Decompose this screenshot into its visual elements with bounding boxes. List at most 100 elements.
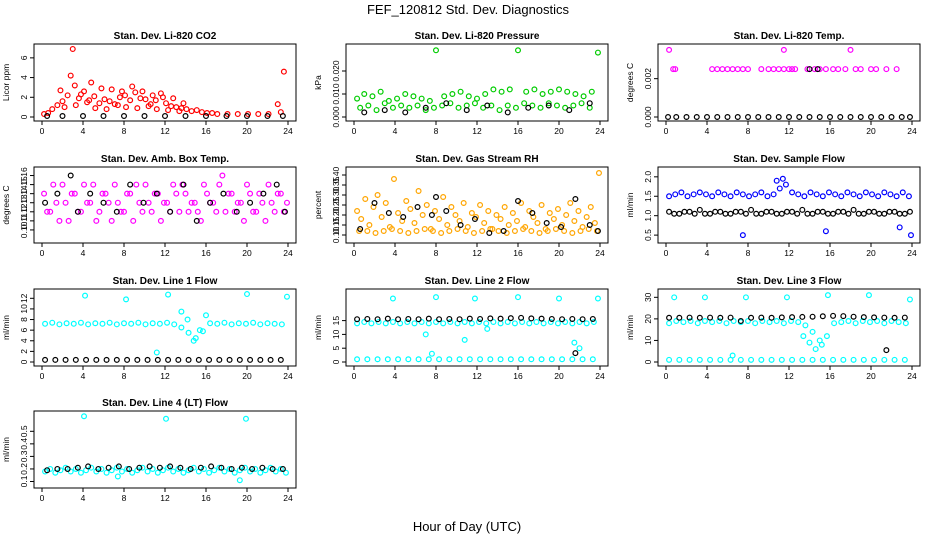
x-tick-label-sflow: 4 (705, 248, 710, 258)
data-point (487, 315, 494, 322)
data-point (446, 228, 453, 235)
data-point (122, 92, 129, 99)
data-point (539, 90, 546, 97)
data-point (552, 226, 559, 233)
x-tick-label-line1: 12 (160, 371, 170, 381)
data-point (164, 319, 171, 326)
data-point (452, 212, 459, 219)
data-point (241, 464, 248, 471)
data-point (891, 208, 898, 215)
data-point (883, 347, 890, 354)
data-point (514, 47, 521, 54)
data-point (881, 320, 888, 327)
data-point (41, 190, 48, 197)
data-point (185, 329, 192, 336)
data-point (57, 87, 64, 94)
data-point (128, 320, 135, 327)
y-tick-label-sflow: 1.0 (643, 210, 653, 222)
panel-title-co2: Stan. Dev. Li-820 CO2 (114, 31, 217, 42)
data-point (428, 350, 435, 357)
data-point (838, 193, 845, 200)
data-point (739, 66, 746, 73)
data-point (177, 464, 184, 471)
data-point (180, 181, 187, 188)
x-tick-label-boxtemp: 16 (201, 248, 211, 258)
data-point (550, 216, 557, 223)
x-tick-label-co2: 12 (160, 126, 170, 136)
data-point (54, 465, 61, 472)
data-point (579, 316, 586, 323)
data-point (135, 319, 142, 326)
data-point (547, 318, 554, 325)
data-point (860, 314, 867, 321)
data-point (495, 228, 502, 235)
data-point (411, 220, 418, 227)
data-point (52, 356, 59, 363)
panel-line2: Stan. Dev. Line 2 Flow ml/min 0 4 8 12 16 20 24 0… (313, 276, 609, 381)
data-point (188, 108, 195, 115)
data-point (809, 313, 816, 320)
data-point (354, 208, 361, 215)
data-point (382, 320, 389, 327)
data-point (684, 193, 691, 200)
data-point (431, 208, 438, 215)
data-point (84, 199, 91, 206)
data-point (528, 228, 535, 235)
data-point (395, 316, 402, 323)
x-tick-label-press: 4 (393, 126, 398, 136)
data-point (433, 294, 440, 301)
series-line3-2 (666, 312, 908, 354)
data-point (577, 228, 584, 235)
data-point (666, 356, 673, 363)
data-point (727, 193, 734, 200)
data-point (566, 107, 573, 114)
data-point (85, 463, 92, 470)
x-tick-label-line4: 12 (160, 493, 170, 503)
data-point (794, 210, 801, 217)
data-point (569, 230, 576, 237)
data-point (64, 92, 71, 99)
data-point (724, 113, 731, 120)
data-point (236, 477, 243, 484)
data-point (77, 91, 84, 98)
data-point (438, 230, 445, 237)
y-tick-label-rh: 0.35 (331, 176, 341, 193)
data-point (576, 345, 583, 352)
data-point (64, 465, 71, 472)
data-point (200, 465, 207, 472)
data-point (373, 107, 380, 114)
data-point (835, 66, 842, 73)
data-point (673, 113, 680, 120)
data-point (425, 356, 432, 363)
data-point (715, 189, 722, 196)
data-point (490, 86, 497, 93)
data-point (382, 200, 389, 207)
panel-sflow: Stan. Dev. Sample Flow ml/min 0 4 8 12 16 20 24 0… (625, 154, 921, 258)
data-point (170, 181, 177, 188)
data-point (389, 295, 396, 302)
data-point (269, 465, 276, 472)
data-point (42, 356, 49, 363)
data-point (77, 319, 84, 326)
data-point (364, 228, 371, 235)
data-point (111, 181, 118, 188)
data-point (463, 107, 470, 114)
data-point (514, 198, 521, 205)
data-point (162, 113, 169, 120)
data-point (538, 315, 545, 322)
data-point (250, 208, 257, 215)
data-point (244, 113, 251, 120)
data-point (589, 356, 596, 363)
data-point (477, 202, 484, 209)
data-point (773, 210, 780, 217)
data-point (763, 208, 770, 215)
data-point (462, 228, 469, 235)
data-point (783, 294, 790, 301)
data-point (180, 100, 187, 107)
x-tick-label-sflow: 16 (825, 248, 835, 258)
data-point (259, 464, 266, 471)
data-point (83, 356, 90, 363)
data-point (369, 93, 376, 100)
data-point (746, 193, 753, 200)
data-point (898, 113, 905, 120)
